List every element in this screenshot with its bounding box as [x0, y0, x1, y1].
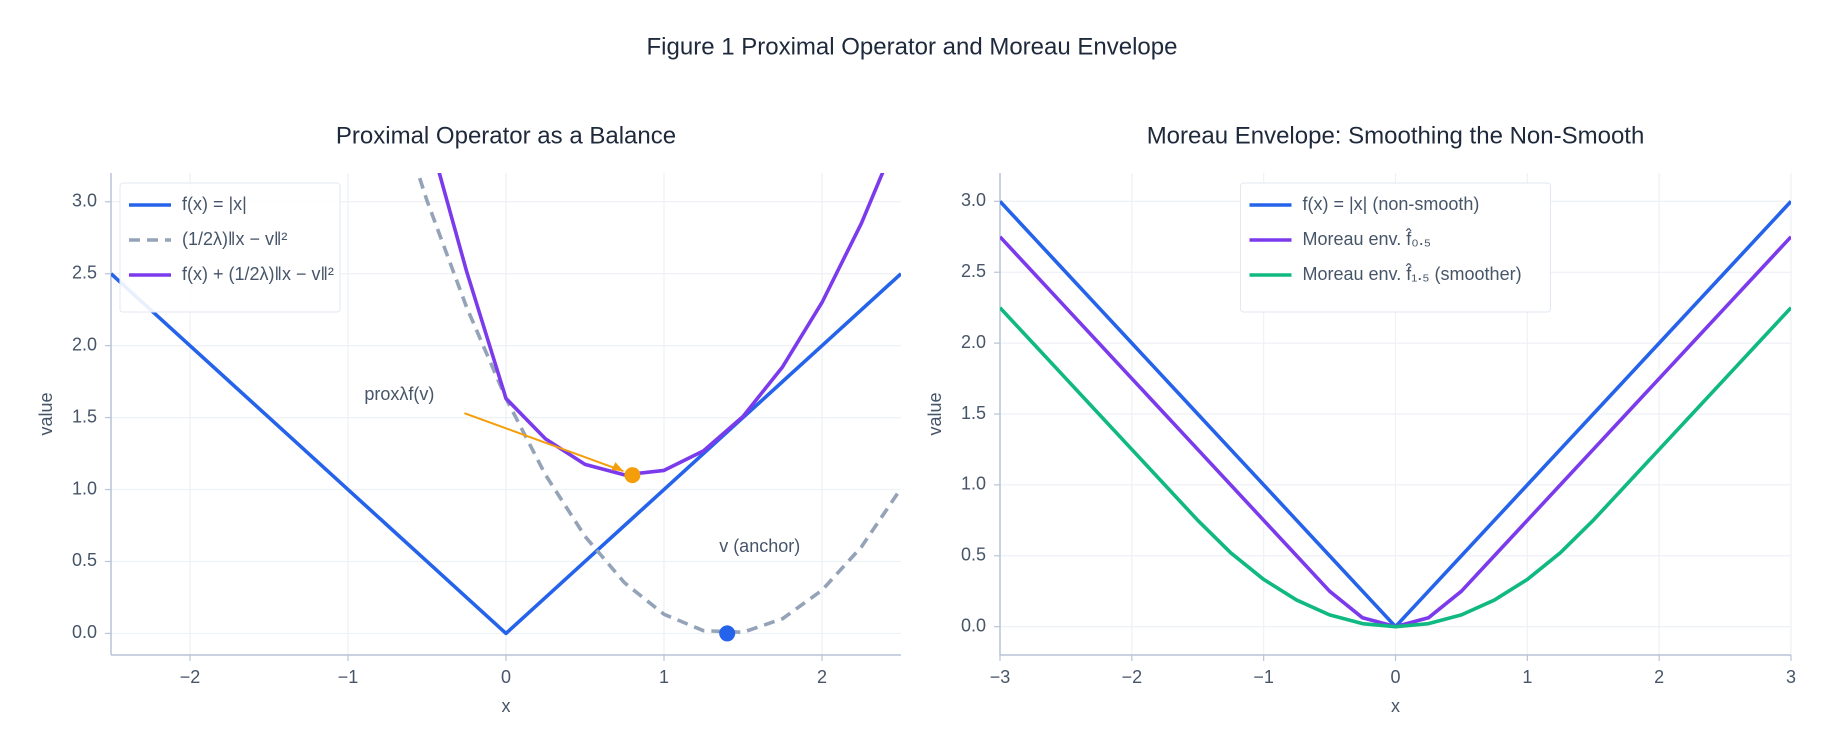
x-tick-label: −1: [1253, 667, 1274, 687]
y-tick-label: 0.0: [72, 622, 97, 642]
y-tick-label: 2.5: [72, 262, 97, 282]
y-tick-label: 3.0: [961, 190, 986, 210]
legend-label: Moreau env. f̂₁.₅ (smoother): [1303, 263, 1522, 284]
axes-title: Moreau Envelope: Smoothing the Non-Smoot…: [1147, 122, 1645, 149]
x-tick-label: 1: [659, 667, 669, 687]
legend-box: [1240, 182, 1551, 313]
annotation-text: v (anchor): [719, 536, 800, 556]
series-line: [1000, 306, 1791, 629]
legend-box: [119, 182, 341, 313]
figure-title: Figure 1 Proximal Operator and Moreau En…: [647, 33, 1178, 60]
x-tick-label: 1: [1522, 667, 1532, 687]
y-axis-label: value: [925, 392, 945, 435]
y-tick-label: 0.5: [961, 545, 986, 565]
annotation-text: proxλf(v): [364, 384, 434, 404]
plot-area: [111, 173, 901, 636]
legend-label: (1/2λ)‖x − v‖²: [182, 229, 287, 249]
y-tick-label: 3.0: [72, 191, 97, 211]
axes-title: Proximal Operator as a Balance: [336, 122, 676, 149]
y-tick-label: 0.5: [72, 550, 97, 570]
plot-area: [1000, 200, 1791, 629]
legend-label: f(x) + (1/2λ)‖x − v‖²: [182, 264, 334, 284]
y-axis-label: value: [36, 392, 56, 435]
y-tick-label: 1.0: [961, 474, 986, 494]
y-tick-label: 1.5: [72, 406, 97, 426]
axes: Proximal Operator as a Balance −2 −1 0 1 2 0.0…: [36, 122, 901, 716]
legend: f(x) = |x| (1/2λ)‖x − v‖² f(x) + (1/2λ)‖x …: [119, 182, 341, 313]
legend-label: Moreau env. f̂₀.₅: [1303, 228, 1431, 249]
x-tick-label: −3: [990, 667, 1011, 687]
axes: Moreau Envelope: Smoothing the Non-Smoot…: [925, 122, 1796, 715]
series-line: [437, 173, 885, 477]
x-tick-label: 2: [1654, 667, 1664, 687]
annotation-arrow: [464, 412, 624, 473]
x-tick-label: 3: [1786, 667, 1796, 687]
series-line: [111, 272, 901, 636]
x-tick-label: −1: [338, 667, 359, 687]
legend-label: f(x) = |x| (non-smooth): [1303, 194, 1480, 214]
x-axis-label: x: [502, 696, 511, 716]
y-tick-label: 2.5: [961, 261, 986, 281]
y-tick-label: 1.5: [961, 403, 986, 423]
x-tick-label: −2: [1122, 667, 1143, 687]
x-tick-label: 2: [817, 667, 827, 687]
annotation-point: [624, 467, 641, 484]
x-axis-label: x: [1391, 696, 1400, 716]
y-tick-label: 1.0: [72, 478, 97, 498]
y-tick-label: 2.0: [961, 332, 986, 352]
legend: f(x) = |x| (non-smooth) Moreau env. f̂₀.₅…: [1240, 182, 1551, 313]
x-tick-label: 0: [501, 667, 511, 687]
y-tick-label: 2.0: [72, 334, 97, 354]
legend-label: f(x) = |x|: [182, 194, 247, 214]
y-tick-label: 0.0: [961, 615, 986, 635]
x-tick-label: 0: [1390, 667, 1400, 687]
x-tick-label: −2: [180, 667, 201, 687]
arrow-head: [611, 462, 624, 472]
annotation-point: [719, 625, 736, 642]
